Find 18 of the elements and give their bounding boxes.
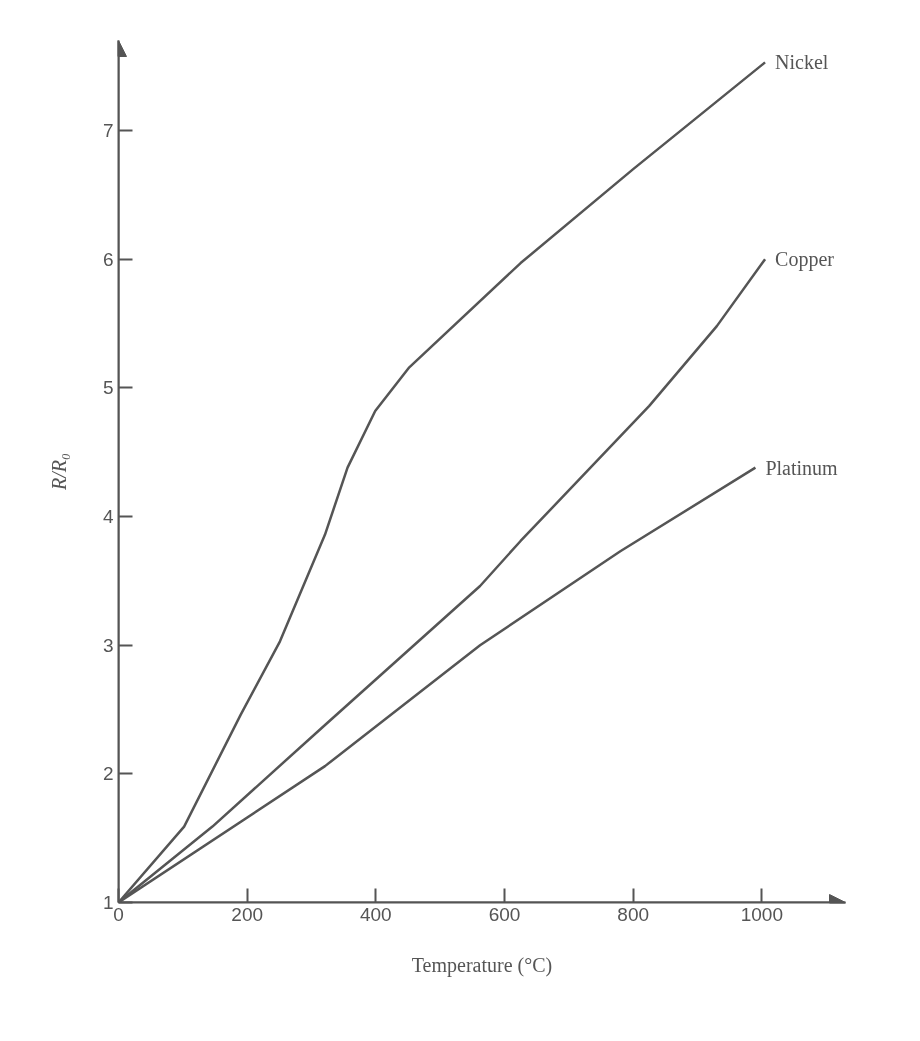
x-tick-label: 200 [231, 903, 264, 925]
y-tick-label: 3 [102, 634, 114, 656]
y-tick-label: 7 [102, 120, 114, 142]
x-tick-label: 400 [359, 903, 392, 925]
x-tick-label: 1000 [740, 903, 784, 925]
y-tick-label: 1 [102, 892, 114, 913]
x-tick-label: 0 [113, 903, 124, 925]
y-tick-label: 6 [102, 248, 114, 270]
y-tick-label: 2 [102, 763, 114, 785]
series-label: Platinum [765, 456, 839, 479]
y-axis-title: R/R₀ [47, 452, 70, 491]
y-tick-label: 5 [102, 377, 114, 399]
x-axis-title: Temperature (°C) [411, 953, 553, 977]
series-label: Copper [775, 248, 835, 272]
series-label: Nickel [775, 51, 829, 74]
x-tick-label: 800 [617, 903, 650, 925]
y-tick-label: 4 [102, 506, 114, 528]
x-tick-label: 600 [488, 903, 521, 925]
